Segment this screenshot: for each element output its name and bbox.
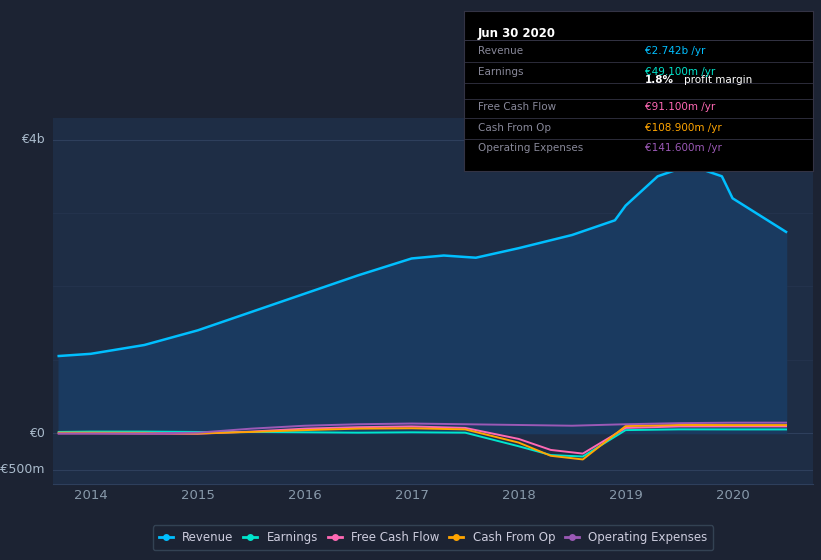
Text: €2.742b /yr: €2.742b /yr <box>645 46 706 56</box>
Text: Cash From Op: Cash From Op <box>478 123 551 133</box>
Text: profit margin: profit margin <box>684 75 752 85</box>
Text: €49.100m /yr: €49.100m /yr <box>645 67 716 77</box>
Legend: Revenue, Earnings, Free Cash Flow, Cash From Op, Operating Expenses: Revenue, Earnings, Free Cash Flow, Cash … <box>153 525 713 550</box>
Text: €108.900m /yr: €108.900m /yr <box>645 123 722 133</box>
Text: -€500m: -€500m <box>0 463 45 476</box>
Text: Revenue: Revenue <box>478 46 523 56</box>
Text: Operating Expenses: Operating Expenses <box>478 143 583 153</box>
Text: 1.8%: 1.8% <box>645 75 674 85</box>
Text: €141.600m /yr: €141.600m /yr <box>645 143 722 153</box>
Text: €4b: €4b <box>21 133 45 146</box>
Text: Jun 30 2020: Jun 30 2020 <box>478 27 556 40</box>
Text: €0: €0 <box>30 427 45 440</box>
Text: €91.100m /yr: €91.100m /yr <box>645 102 716 112</box>
Text: Earnings: Earnings <box>478 67 523 77</box>
Text: Free Cash Flow: Free Cash Flow <box>478 102 556 112</box>
